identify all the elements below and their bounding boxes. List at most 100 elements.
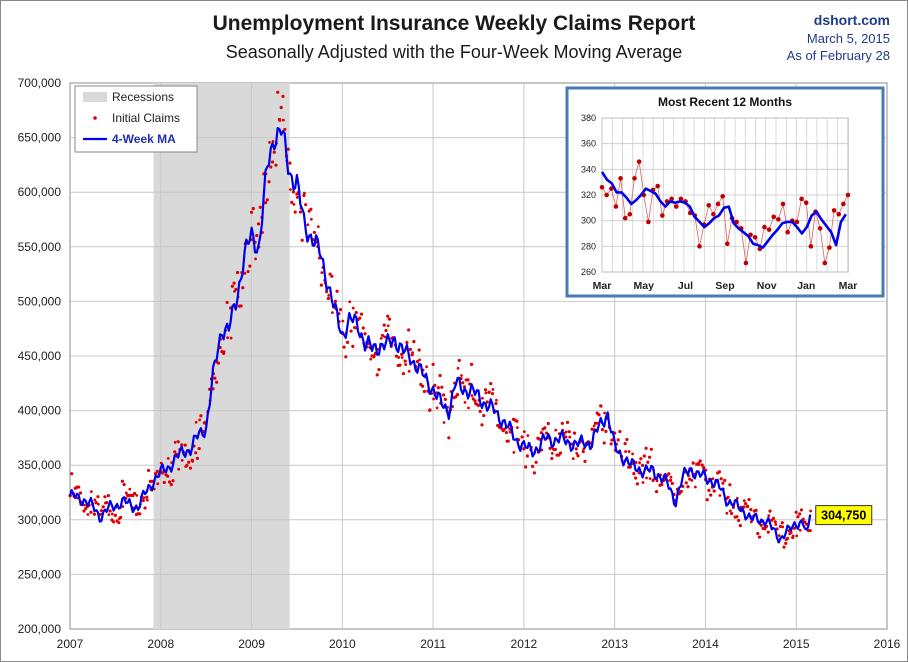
claims-point: [143, 506, 147, 510]
claims-point: [162, 480, 166, 485]
claims-point: [241, 286, 245, 290]
inset-claims-point: [799, 196, 804, 202]
claims-point: [532, 471, 536, 475]
claims-point: [632, 472, 636, 476]
claims-point: [778, 524, 783, 529]
claims-point: [312, 230, 317, 235]
y-tick-label: 600,000: [18, 185, 62, 199]
claims-point: [504, 430, 509, 435]
inset-claims-point: [743, 260, 749, 266]
claims-point: [581, 450, 585, 454]
claims-point: [418, 358, 421, 362]
claims-point: [425, 365, 428, 369]
claims-point: [780, 521, 784, 525]
claims-point: [433, 383, 437, 387]
claims-point: [197, 446, 201, 451]
claims-point: [333, 299, 337, 303]
claims-point: [131, 494, 135, 498]
claims-point: [278, 119, 282, 122]
y-tick-label: 550,000: [18, 240, 62, 254]
claims-point: [349, 329, 353, 333]
claims-point: [328, 272, 332, 276]
claims-point: [467, 406, 470, 410]
claims-point: [478, 409, 482, 413]
inset-claims-point: [604, 192, 609, 198]
claims-point: [481, 396, 484, 400]
claims-point: [400, 356, 404, 359]
claims-point: [457, 358, 461, 363]
claims-point: [269, 165, 273, 169]
claims-point: [564, 435, 568, 439]
claims-point: [798, 512, 802, 516]
claims-point: [358, 316, 362, 320]
claims-point: [571, 457, 575, 461]
claims-point: [107, 513, 111, 517]
claims-point: [455, 393, 460, 397]
inset-x-tick-label: Jul: [678, 280, 693, 292]
claims-point: [274, 163, 278, 167]
claims-point: [447, 436, 451, 440]
claims-point: [572, 431, 577, 435]
claims-point: [488, 390, 491, 394]
claims-point: [796, 515, 800, 519]
claims-point: [232, 281, 236, 285]
inset-claims-point: [599, 185, 605, 190]
claims-point: [576, 454, 580, 458]
x-tick-label: 2013: [601, 637, 628, 651]
y-tick-label: 700,000: [18, 76, 62, 90]
claims-point: [132, 491, 137, 496]
claims-point: [524, 465, 528, 469]
claims-point: [410, 353, 414, 357]
claims-point: [112, 520, 116, 524]
claims-point: [808, 528, 812, 533]
claims-point: [712, 489, 716, 493]
inset-claims-point: [669, 196, 674, 202]
claims-point: [258, 205, 262, 209]
claims-point: [417, 348, 421, 352]
claims-point: [795, 534, 799, 538]
claims-point: [101, 505, 105, 509]
claims-point: [483, 388, 488, 392]
inset-x-tick-label: Mar: [593, 280, 612, 292]
claims-point: [83, 503, 86, 507]
claims-point: [766, 530, 770, 534]
claims-point: [198, 418, 202, 422]
claims-point: [387, 317, 392, 321]
claims-point: [94, 501, 98, 505]
claims-point: [272, 150, 276, 154]
claims-point: [268, 140, 271, 144]
claims-point: [117, 521, 121, 525]
claims-point: [234, 287, 238, 291]
claims-point: [454, 395, 458, 399]
y-tick-label: 200,000: [18, 622, 62, 636]
claims-point: [686, 485, 690, 489]
claims-point: [799, 508, 804, 512]
inset-ma-line: [600, 171, 847, 249]
claims-point: [781, 525, 785, 529]
inset-claims-point: [831, 208, 837, 213]
claims-point: [743, 502, 748, 506]
claims-point: [138, 512, 142, 516]
claims-point: [638, 461, 641, 465]
claims-point: [534, 460, 538, 464]
inset-claims-point: [776, 217, 781, 222]
claims-point: [460, 374, 463, 377]
claims-point: [705, 498, 709, 502]
claims-point: [616, 438, 620, 442]
claims-point: [436, 386, 440, 390]
claims-point: [442, 421, 446, 424]
claims-point: [124, 491, 128, 495]
inset-chart: Most Recent 12 Months 260 280 300 320 340 360 3…: [565, 86, 885, 298]
claims-point: [725, 511, 729, 515]
inset-x-tick-label: May: [634, 280, 655, 292]
claims-point: [791, 534, 795, 538]
claims-point: [300, 238, 304, 242]
claims-point: [246, 269, 250, 274]
claims-point: [226, 336, 229, 340]
claims-point: [491, 388, 495, 391]
claims-point: [173, 440, 177, 444]
inset-y-tick-label: 300: [581, 216, 596, 226]
claims-point: [550, 456, 554, 461]
claims-point: [649, 447, 653, 451]
claims-point: [93, 498, 97, 502]
